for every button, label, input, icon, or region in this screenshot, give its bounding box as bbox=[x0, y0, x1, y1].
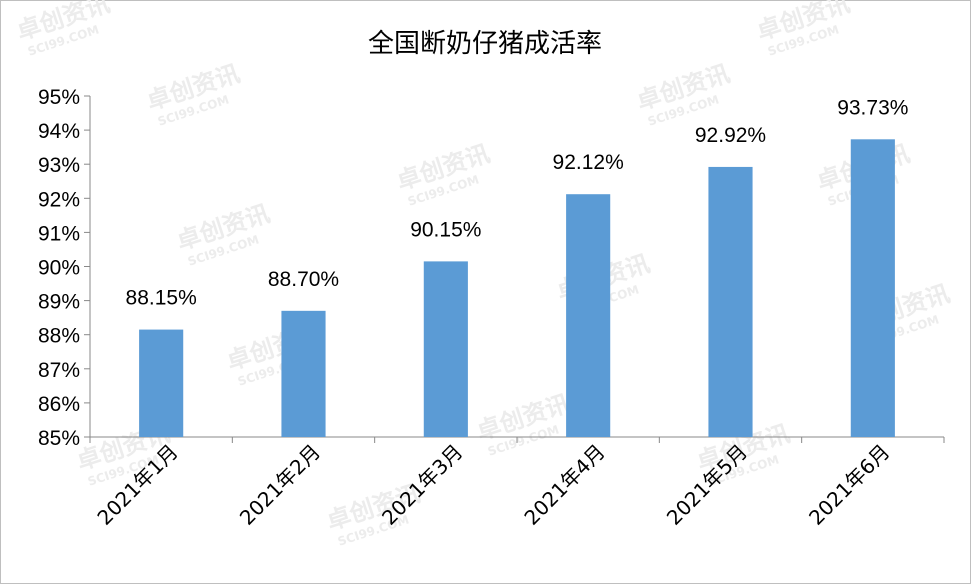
data-labels: 88.15% 88.70% 90.15% 92.12% 92.92% 93.73% bbox=[126, 96, 909, 309]
y-axis: 85% 86% 87% 88% 89% 90% 91% 92% 93% 94% 95% bbox=[38, 86, 91, 450]
x-tick-label: 2021年2月 bbox=[235, 440, 325, 530]
data-label: 92.92% bbox=[695, 124, 766, 147]
bar bbox=[139, 329, 184, 437]
y-tick-label: 95% bbox=[38, 86, 80, 109]
y-tick-label: 92% bbox=[38, 188, 80, 211]
data-label: 88.70% bbox=[268, 268, 339, 291]
bar bbox=[281, 310, 326, 437]
y-tick-label: 90% bbox=[38, 257, 80, 280]
bars bbox=[139, 139, 895, 438]
chart-title: 全国断奶仔猪成活率 bbox=[368, 29, 602, 59]
data-label: 88.15% bbox=[126, 287, 197, 310]
y-tick-label: 85% bbox=[38, 427, 80, 450]
y-tick-label: 87% bbox=[38, 359, 80, 382]
y-tick-label: 91% bbox=[38, 222, 80, 245]
y-tick-label: 94% bbox=[38, 120, 80, 143]
y-tick-label: 86% bbox=[38, 393, 80, 416]
bar bbox=[850, 139, 895, 437]
y-tick-label: 88% bbox=[38, 325, 80, 348]
x-tick-label: 2021年6月 bbox=[804, 440, 894, 530]
y-tick-label: 93% bbox=[38, 154, 80, 177]
x-axis: 2021年1月 2021年2月 2021年3月 2021年4月 2021年5月 2021年… bbox=[89, 436, 945, 530]
y-tick-label: 89% bbox=[38, 291, 80, 314]
bar bbox=[708, 166, 753, 438]
data-label: 93.73% bbox=[837, 96, 908, 119]
x-tick-label: 2021年3月 bbox=[377, 440, 467, 530]
x-tick-label: 2021年4月 bbox=[519, 440, 609, 530]
bar bbox=[566, 194, 611, 437]
data-label: 92.12% bbox=[553, 151, 624, 174]
data-label: 90.15% bbox=[410, 218, 481, 241]
bar bbox=[423, 261, 468, 437]
